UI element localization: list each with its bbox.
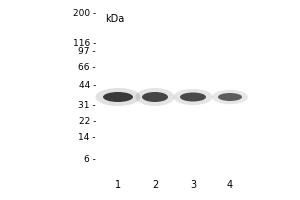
Ellipse shape (212, 90, 248, 104)
Text: 3: 3 (190, 180, 196, 190)
Text: 22 -: 22 - (79, 117, 96, 127)
Text: 44 -: 44 - (79, 82, 96, 90)
Text: 200 -: 200 - (73, 9, 96, 19)
Ellipse shape (95, 88, 140, 106)
Text: 1: 1 (115, 180, 121, 190)
Ellipse shape (180, 92, 206, 102)
Text: kDa: kDa (105, 14, 124, 24)
Ellipse shape (218, 93, 242, 101)
Text: 97 -: 97 - (78, 47, 96, 56)
Text: 6 -: 6 - (84, 156, 96, 164)
Ellipse shape (142, 92, 168, 102)
Text: 2: 2 (152, 180, 158, 190)
Text: 116 -: 116 - (73, 38, 96, 47)
Text: 31 -: 31 - (78, 100, 96, 110)
Text: 66 -: 66 - (78, 64, 96, 72)
Ellipse shape (103, 92, 133, 102)
Ellipse shape (136, 88, 175, 106)
Text: 14 -: 14 - (79, 134, 96, 142)
Text: 4: 4 (227, 180, 233, 190)
Ellipse shape (173, 89, 212, 105)
